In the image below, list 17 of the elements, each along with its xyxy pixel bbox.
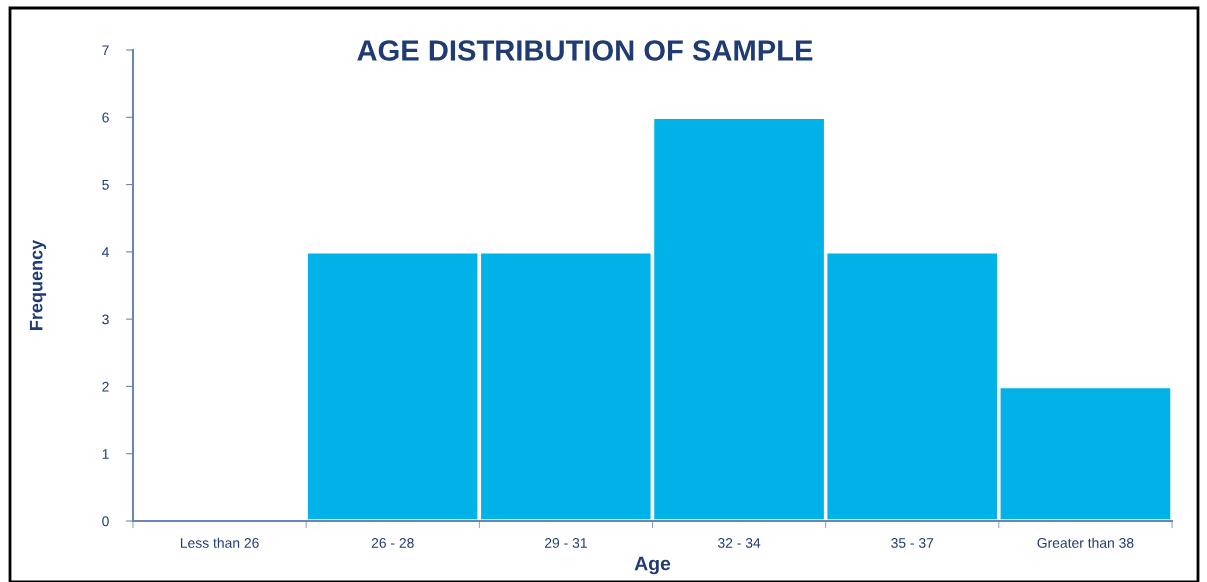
y-tick-label: 5 — [102, 180, 109, 190]
y-tick-label: 2 — [102, 381, 109, 392]
x-tick-label: 26 - 28 — [371, 538, 414, 548]
y-tick-label: 1 — [102, 449, 109, 459]
x-tick-label: Greater than 38 — [1037, 537, 1134, 548]
chart-title: AGE DISTRIBUTION OF SAMPLE — [357, 40, 813, 61]
y-tick-label: 0 — [102, 516, 109, 527]
x-tick-label: 29 - 31 — [545, 538, 587, 548]
y-axis-title: Frequency — [29, 239, 47, 330]
x-tick-label: 32 - 34 — [717, 538, 761, 548]
x-axis-title: Age — [634, 556, 671, 575]
x-tick-label: 35 - 37 — [891, 538, 934, 548]
y-tick-label: 6 — [102, 112, 109, 123]
y-tick-label: 3 — [102, 314, 109, 325]
x-tick-label: Less than 26 — [180, 537, 259, 548]
y-tick-label: 4 — [101, 247, 109, 257]
y-tick-label: 7 — [102, 45, 109, 56]
